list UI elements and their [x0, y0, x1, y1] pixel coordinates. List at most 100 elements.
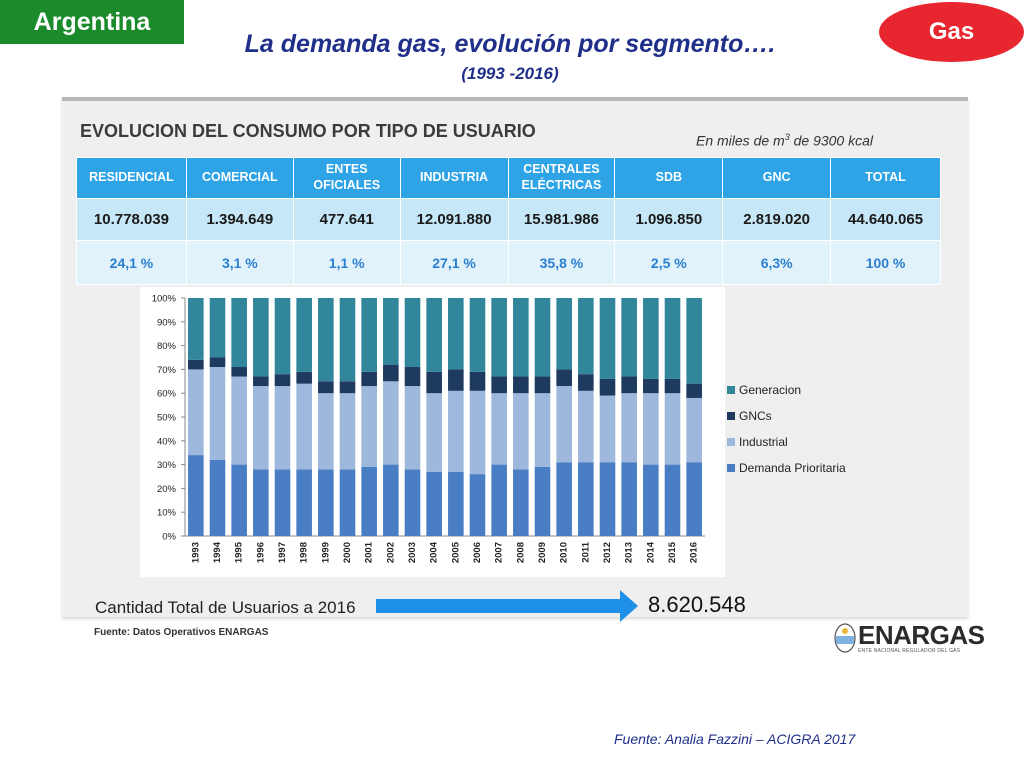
- bar-segment: [664, 464, 681, 536]
- bar-segment: [448, 390, 464, 472]
- bar-segment: [209, 459, 226, 536]
- bar-segment: [664, 393, 681, 465]
- table-values-row: 10.778.039 1.394.649 477.641 12.091.880 …: [76, 198, 941, 241]
- bar-segment: [556, 369, 572, 387]
- users-value: 8.620.548: [648, 592, 746, 617]
- bar-segment: [339, 298, 356, 382]
- arrow-right-icon: [376, 590, 638, 622]
- bar-segment: [578, 462, 594, 536]
- bar-segment: [231, 367, 247, 377]
- y-tick-label: 100%: [152, 294, 177, 305]
- bar-segment: [253, 376, 269, 387]
- bar-segment: [578, 374, 594, 391]
- bar-segment: [296, 383, 312, 470]
- table-cell: 1.394.649: [185, 198, 294, 241]
- x-tick-label: 2008: [515, 542, 526, 563]
- bar-segment: [491, 393, 507, 465]
- bar-segment: [534, 466, 551, 536]
- bar-segment: [686, 298, 702, 384]
- bar-segment: [664, 298, 681, 379]
- bar-segment: [339, 381, 356, 394]
- bar-segment: [361, 298, 377, 372]
- y-tick-label: 70%: [157, 365, 177, 376]
- bar-segment: [578, 298, 594, 375]
- bar-segment: [426, 471, 442, 536]
- bar-segment: [469, 371, 486, 391]
- x-tick-label: 2012: [602, 542, 613, 563]
- x-tick-label: 1999: [320, 542, 331, 563]
- y-tick-label: 20%: [157, 484, 177, 495]
- table-percent-row: 24,1 % 3,1 % 1,1 % 27,1 % 35,8 % 2,5 % 6…: [76, 240, 941, 285]
- bar-segment: [383, 464, 399, 536]
- legend-label: Demanda Prioritaria: [739, 461, 846, 475]
- table-cell: 35,8 %: [507, 240, 616, 285]
- bar-segment: [621, 462, 637, 536]
- bar-segment: [534, 298, 551, 377]
- bar-segment: [231, 376, 247, 465]
- table-cell: 27,1 %: [399, 240, 509, 285]
- legend-label: Generacion: [739, 383, 801, 397]
- bar-segment: [664, 378, 681, 394]
- bar-segment: [209, 357, 226, 368]
- table-header: TOTAL: [830, 157, 941, 199]
- slide-title: La demanda gas, evolución por segmento….: [244, 30, 776, 58]
- bar-segment: [426, 393, 442, 472]
- legend-label: GNCs: [739, 409, 772, 423]
- table-cell: 1.096.850: [614, 198, 724, 241]
- x-tick-label: 2001: [364, 541, 375, 563]
- x-tick-label: 2004: [429, 541, 440, 563]
- y-tick-label: 30%: [157, 460, 177, 471]
- bar-segment: [426, 371, 442, 394]
- bar-segment: [491, 464, 507, 536]
- bar-segment: [404, 367, 421, 387]
- bar-segment: [448, 369, 464, 391]
- x-tick-label: 1996: [255, 542, 266, 563]
- footer-source: Fuente: Analia Fazzini – ACIGRA 2017: [614, 731, 856, 747]
- x-tick-label: 2000: [342, 542, 353, 563]
- panel-source: Fuente: Datos Operativos ENARGAS: [94, 627, 269, 638]
- bar-segment: [274, 298, 291, 375]
- bar-segment: [621, 376, 637, 394]
- table-header: RESIDENCIAL: [76, 157, 187, 199]
- bar-segment: [253, 298, 269, 377]
- bar-segment: [318, 298, 334, 382]
- table-cell: 2.819.020: [722, 198, 832, 241]
- bar-segment: [469, 298, 486, 372]
- bar-segment: [686, 383, 702, 398]
- y-tick-label: 60%: [157, 389, 177, 400]
- y-tick-label: 0%: [162, 532, 176, 543]
- bar-segment: [599, 395, 616, 463]
- bar-segment: [339, 393, 356, 470]
- logo-name: ENARGAS: [858, 620, 985, 650]
- bar-segment: [469, 474, 486, 536]
- y-tick-label: 10%: [157, 508, 177, 519]
- bar-segment: [361, 466, 377, 536]
- bar-segment: [534, 376, 551, 394]
- table-header: SDB: [614, 157, 724, 199]
- bar-segment: [383, 364, 399, 382]
- x-tick-label: 1997: [277, 542, 288, 563]
- bar-segment: [383, 298, 399, 365]
- bar-segment: [556, 386, 572, 463]
- x-tick-label: 2007: [494, 542, 505, 563]
- table-header-row: RESIDENCIAL COMERCIAL ENTES OFICIALES IN…: [76, 157, 941, 199]
- bar-segment: [578, 390, 594, 463]
- table-cell: 1,1 %: [292, 240, 401, 285]
- bar-segment: [643, 464, 659, 536]
- bar-segment: [361, 371, 377, 387]
- x-tick-label: 1998: [299, 542, 310, 563]
- y-tick-label: 50%: [157, 413, 177, 424]
- logo-subtitle: ENTE NACIONAL REGULADOR DEL GAS: [858, 648, 961, 654]
- bar-segment: [513, 376, 529, 394]
- bar-segment: [318, 393, 334, 470]
- bar-segment: [404, 469, 421, 536]
- table-header: INDUSTRIA: [399, 157, 509, 199]
- bar-segment: [404, 386, 421, 470]
- bar-segment: [209, 298, 226, 358]
- bar-segment: [513, 469, 529, 536]
- table-cell: 10.778.039: [76, 198, 187, 241]
- bar-segment: [621, 393, 637, 463]
- legend-swatch: [727, 464, 735, 472]
- table-cell: 24,1 %: [76, 240, 187, 285]
